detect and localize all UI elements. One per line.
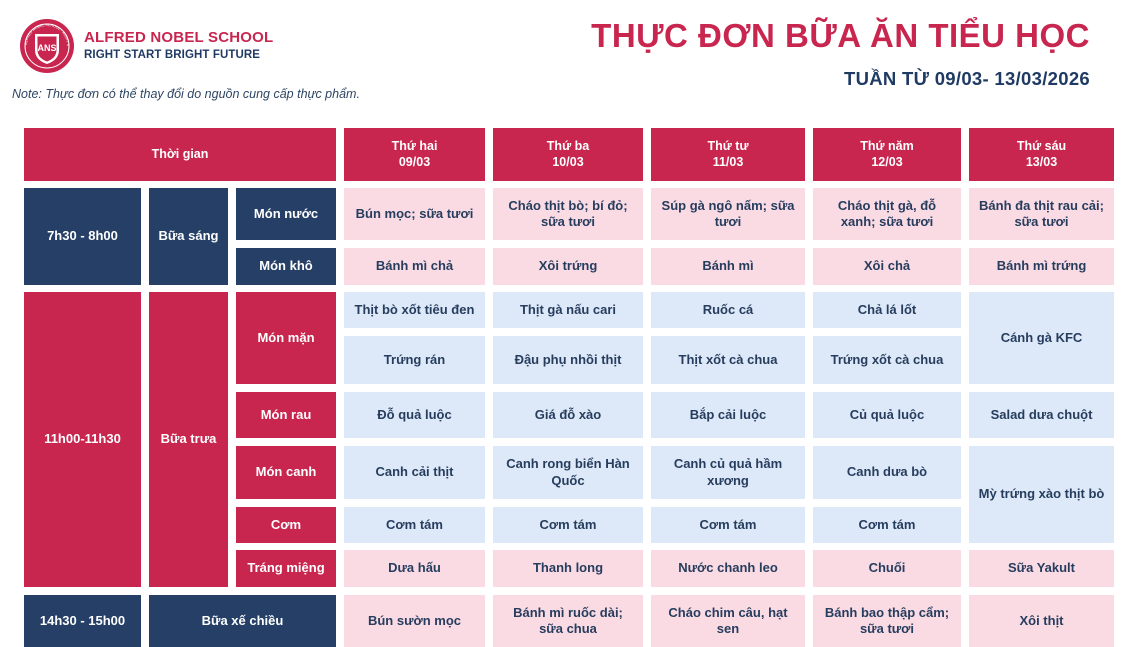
day-date: 13/03 — [1025, 154, 1058, 169]
menu-cell: Trứng xốt cà chua — [813, 336, 961, 384]
menu-cell: Xôi trứng — [493, 248, 643, 285]
menu-cell: Cơm tám — [344, 507, 485, 543]
menu-cell: Sữa Yakult — [969, 550, 1114, 587]
menu-cell: Thịt gà nấu cari — [493, 292, 643, 328]
menu-cell: Cháo thịt bò; bí đỏ; sữa tươi — [493, 188, 643, 240]
page-title: THỰC ĐƠN BỮA ĂN TIỂU HỌC — [591, 17, 1090, 54]
menu-cell: Xôi chả — [813, 248, 961, 285]
day-header-tue: Thứ ba 10/03 — [493, 128, 643, 181]
menu-cell: Canh củ quả hầm xương — [651, 446, 805, 499]
day-name: Thứ ba — [546, 138, 590, 153]
day-header-fri: Thứ sáu 13/03 — [969, 128, 1114, 181]
day-date: 09/03 — [398, 154, 431, 169]
menu-cell: Súp gà ngô nấm; sữa tươi — [651, 188, 805, 240]
menu-cell: Mỳ trứng xào thịt bò — [969, 446, 1114, 543]
menu-cell: Bánh mì chả — [344, 248, 485, 285]
menu-cell: Chuối — [813, 550, 961, 587]
day-date: 11/03 — [712, 154, 744, 169]
day-name: Thứ năm — [860, 138, 914, 153]
menu-cell: Canh cải thịt — [344, 446, 485, 499]
day-name: Thứ sáu — [1016, 138, 1067, 153]
dish-type-mon-kho: Món khô — [236, 248, 336, 285]
menu-cell: Giá đỗ xào — [493, 392, 643, 438]
menu-cell: Salad dưa chuột — [969, 392, 1114, 438]
menu-cell: Ruốc cá — [651, 292, 805, 328]
menu-cell: Cơm tám — [813, 507, 961, 543]
day-date: 12/03 — [871, 154, 903, 169]
dish-type-mon-canh: Món canh — [236, 446, 336, 499]
snack-time: 14h30 - 15h00 — [24, 595, 141, 647]
dish-type-mon-man: Món mặn — [236, 292, 336, 384]
menu-cell: Trứng rán — [344, 336, 485, 384]
menu-note: Note: Thực đơn có thể thay đổi do nguồn … — [12, 87, 360, 101]
school-name: ALFRED NOBEL SCHOOL — [84, 29, 274, 46]
menu-cell: Cơm tám — [651, 507, 805, 543]
lunch-label: Bữa trưa — [149, 292, 228, 587]
menu-cell: Nước chanh leo — [651, 550, 805, 587]
menu-cell: Thịt xốt cà chua — [651, 336, 805, 384]
school-logo: ANS ALFRED NOBEL SCHOOL · RIGHT START BR… — [18, 15, 75, 74]
day-name: Thứ hai — [391, 138, 438, 153]
menu-cell: Bánh mì ruốc dài; sữa chua — [493, 595, 643, 647]
menu-cell: Thanh long — [493, 550, 643, 587]
menu-cell: Đỗ quả luộc — [344, 392, 485, 438]
menu-cell: Dưa hấu — [344, 550, 485, 587]
day-header-thu: Thứ năm 12/03 — [813, 128, 961, 181]
lunch-time: 11h00-11h30 — [24, 292, 141, 587]
menu-cell: Bắp cải luộc — [651, 392, 805, 438]
breakfast-label: Bữa sáng — [149, 188, 228, 285]
menu-cell: Bánh mì trứng — [969, 248, 1114, 285]
school-slogan: RIGHT START BRIGHT FUTURE — [84, 49, 261, 61]
menu-cell: Bánh mì — [651, 248, 805, 285]
dish-type-trang-mieng: Tráng miệng — [236, 550, 336, 587]
menu-cell: Canh rong biển Hàn Quốc — [493, 446, 643, 499]
menu-cell: Đậu phụ nhồi thịt — [493, 336, 643, 384]
breakfast-time: 7h30 - 8h00 — [24, 188, 141, 285]
day-date: 10/03 — [552, 154, 584, 169]
menu-cell: Cơm tám — [493, 507, 643, 543]
menu-cell: Cháo thịt gà, đỗ xanh; sữa tươi — [813, 188, 961, 240]
snack-label: Bữa xế chiều — [149, 595, 336, 647]
menu-cell: Bún sườn mọc — [344, 595, 485, 647]
week-range: TUẦN TỪ 09/03- 13/03/2026 — [844, 68, 1090, 89]
menu-cell: Bún mọc; sữa tươi — [344, 188, 485, 240]
menu-cell: Cháo chim câu, hạt sen — [651, 595, 805, 647]
dish-type-mon-rau: Món rau — [236, 392, 336, 438]
menu-cell: Canh dưa bò — [813, 446, 961, 499]
menu-cell: Củ quả luộc — [813, 392, 961, 438]
menu-cell: Bánh đa thịt rau cải; sữa tươi — [969, 188, 1114, 240]
day-header-mon: Thứ hai 09/03 — [344, 128, 485, 181]
dish-type-mon-nuoc: Món nước — [236, 188, 336, 240]
menu-cell: Cánh gà KFC — [969, 292, 1114, 384]
day-header-wed: Thứ tư 11/03 — [651, 128, 805, 181]
dish-type-com: Cơm — [236, 507, 336, 543]
menu-cell: Xôi thịt — [969, 595, 1114, 647]
menu-cell: Chả lá lốt — [813, 292, 961, 328]
menu-cell: Bánh bao thập cẩm; sữa tươi — [813, 595, 961, 647]
logo-text: ANS — [37, 43, 56, 53]
time-header: Thời gian — [24, 128, 336, 181]
menu-cell: Thịt bò xốt tiêu đen — [344, 292, 485, 328]
day-name: Thứ tư — [707, 138, 749, 153]
